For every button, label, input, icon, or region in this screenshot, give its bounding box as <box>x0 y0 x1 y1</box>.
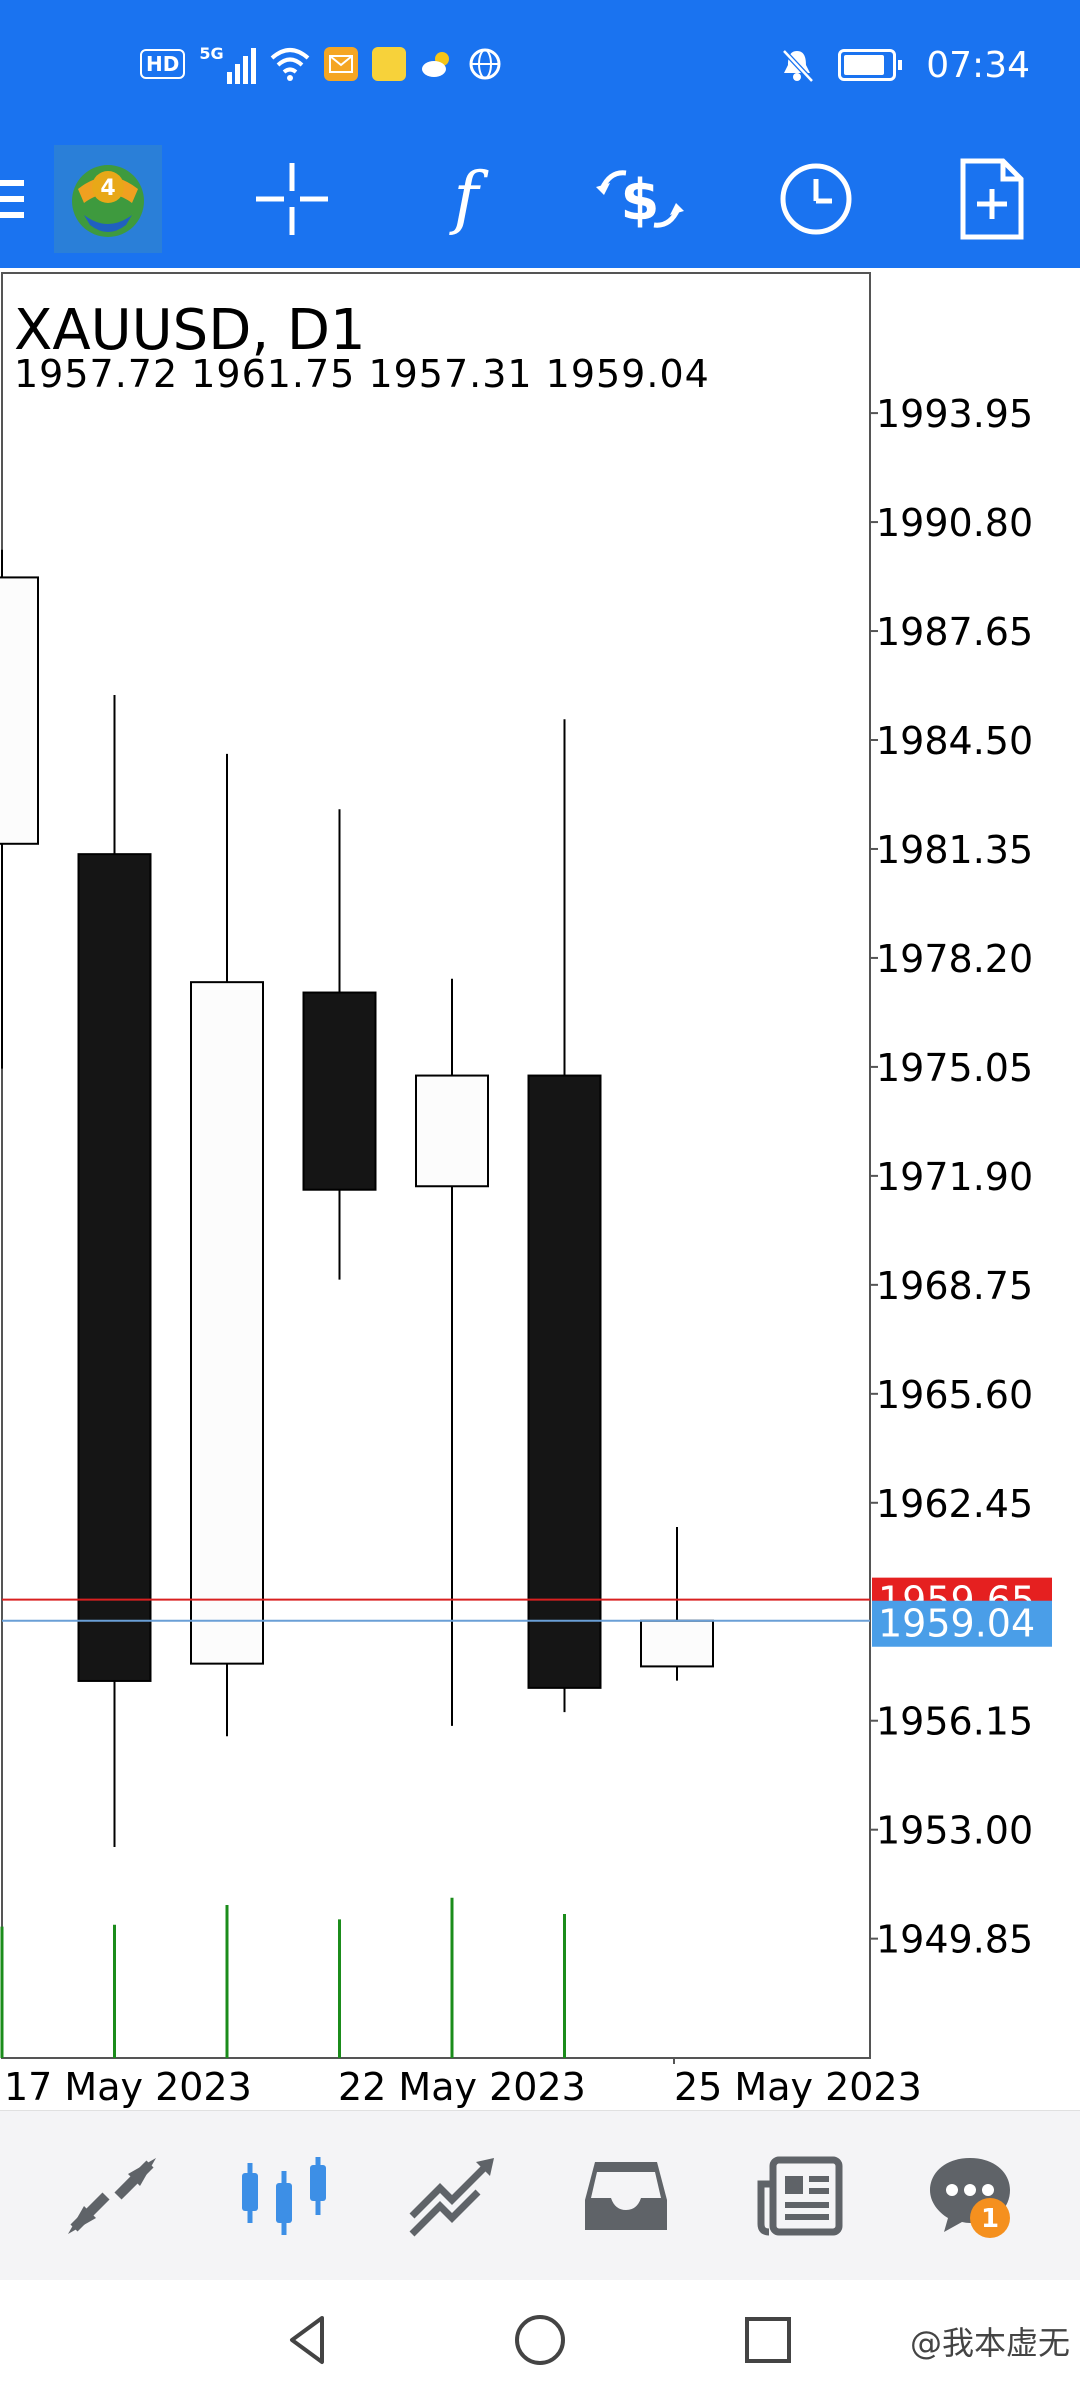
x-tick-label: 25 May 2023 <box>674 2065 922 2109</box>
menu-icon <box>0 180 24 218</box>
candle-body <box>640 1619 714 1668</box>
chart-ohlc: 1957.72 1961.75 1957.31 1959.04 <box>14 352 710 396</box>
weather-icon <box>421 52 449 77</box>
home-icon <box>515 2315 565 2365</box>
watermark: @我本虚无 <box>909 2324 1070 2362</box>
bid-price-label-bg <box>872 1600 1052 1647</box>
status-bar: HD 5G 07:34 <box>0 0 1080 130</box>
recents-button[interactable] <box>718 2300 818 2380</box>
y-tick-label: 1984.50 <box>876 719 1033 763</box>
chart-symbol: XAUUSD, D1 <box>14 298 366 363</box>
nav-news[interactable] <box>710 2111 890 2281</box>
candle-body <box>0 576 39 845</box>
trade-icon <box>409 2158 494 2237</box>
nav-history[interactable] <box>536 2111 716 2281</box>
candle-body <box>77 853 152 1682</box>
chart-area[interactable]: 1993.95 1990.80 1987.65 1984.50 1981.35 1978.… <box>0 268 1080 2110</box>
battery-icon <box>838 49 903 81</box>
chat-badge: 1 <box>981 2204 999 2234</box>
wifi-icon <box>270 48 309 81</box>
y-tick-label: 1981.35 <box>876 828 1033 872</box>
svg-text:4: 4 <box>100 176 115 201</box>
globe-icon <box>469 48 501 80</box>
app-icon <box>371 47 406 81</box>
x-tick-label: 22 May 2023 <box>338 2065 586 2109</box>
nav-trade[interactable] <box>364 2111 544 2281</box>
crosshair-icon <box>256 163 328 235</box>
svg-text:$: $ <box>621 168 660 233</box>
candle-body <box>527 1074 602 1689</box>
currency-exchange-icon: $ <box>596 168 684 233</box>
candle-body <box>302 991 377 1191</box>
mt4-logo-icon: 4 <box>54 145 162 253</box>
inbox-icon <box>585 2162 667 2230</box>
clock-time: 07:34 <box>926 44 1030 86</box>
back-icon <box>290 2316 324 2364</box>
function-icon: f <box>448 159 489 238</box>
y-tick-label: 1968.75 <box>876 1264 1033 1308</box>
nav-quotes[interactable] <box>22 2111 202 2281</box>
timeframe-button[interactable] <box>756 130 876 268</box>
y-tick-label: 1978.20 <box>876 937 1033 981</box>
mail-icon <box>323 47 358 81</box>
bottom-nav: 1 <box>0 2110 1080 2281</box>
y-tick-label: 1956.15 <box>876 1700 1033 1744</box>
quotes-icon <box>68 2158 156 2234</box>
y-tick-label: 1962.45 <box>876 1482 1033 1526</box>
y-tick-label: 1953.00 <box>876 1809 1033 1853</box>
x-tick-label: 17 May 2023 <box>4 2065 252 2109</box>
home-button[interactable] <box>490 2300 590 2380</box>
symbol-button[interactable]: $ <box>580 130 700 268</box>
svg-text:f: f <box>448 159 489 238</box>
clock-icon <box>780 163 852 235</box>
crosshair-button[interactable] <box>232 130 352 268</box>
y-tick-label: 1990.80 <box>876 501 1033 545</box>
news-icon <box>757 2156 843 2236</box>
nav-chat[interactable]: 1 <box>880 2111 1060 2281</box>
y-tick-label: 1993.95 <box>876 392 1033 436</box>
new-document-icon <box>960 158 1024 240</box>
y-tick-label: 1971.90 <box>876 1155 1033 1199</box>
signal-5g-icon: 5G <box>199 44 256 84</box>
y-tick-label: 1949.85 <box>876 1918 1033 1962</box>
back-button[interactable] <box>258 2300 358 2380</box>
system-nav-bar <box>0 2280 1080 2400</box>
indicators-button[interactable]: f <box>406 130 526 268</box>
recents-icon <box>745 2317 791 2363</box>
y-tick-label: 1975.05 <box>876 1046 1033 1090</box>
chart-icon <box>242 2157 326 2235</box>
bid-price-label: 1959.04 <box>878 1602 1035 1646</box>
price-chart[interactable]: 1993.95 1990.80 1987.65 1984.50 1981.35 1978.… <box>0 268 1080 2110</box>
candle-body <box>190 981 264 1665</box>
account-logo-button[interactable]: 4 <box>50 130 166 268</box>
chat-icon: 1 <box>930 2158 1010 2238</box>
new-order-button[interactable] <box>932 130 1052 268</box>
mute-bell-icon <box>782 49 815 83</box>
nav-chart[interactable] <box>194 2111 374 2281</box>
y-tick-label: 1987.65 <box>876 610 1033 654</box>
hd-icon: HD <box>140 49 186 79</box>
candle-body <box>415 1074 489 1188</box>
menu-button[interactable] <box>0 130 50 268</box>
chart-toolbar: 4 f $ <box>0 130 1080 268</box>
y-tick-label: 1965.60 <box>876 1373 1033 1417</box>
